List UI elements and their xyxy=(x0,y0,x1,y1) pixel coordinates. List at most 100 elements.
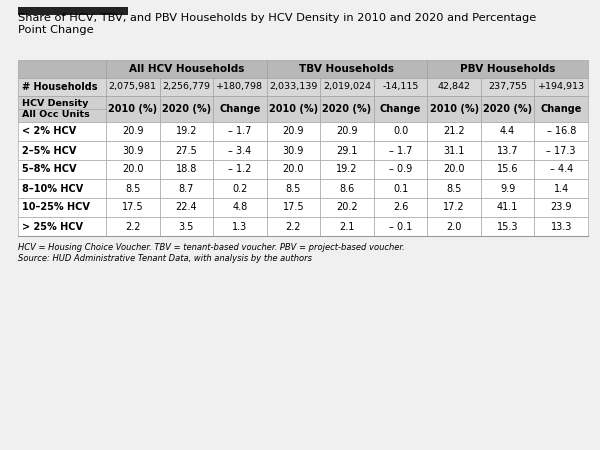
Text: 8.6: 8.6 xyxy=(340,184,355,194)
Bar xyxy=(481,179,535,198)
Text: 2020 (%): 2020 (%) xyxy=(162,104,211,114)
Bar xyxy=(160,96,213,122)
Bar xyxy=(374,122,427,141)
Bar xyxy=(535,160,588,179)
Text: 3.5: 3.5 xyxy=(179,221,194,231)
Bar xyxy=(320,141,374,160)
Bar xyxy=(427,160,481,179)
Text: 21.2: 21.2 xyxy=(443,126,465,136)
Text: 2010 (%): 2010 (%) xyxy=(108,104,157,114)
Text: > 25% HCV: > 25% HCV xyxy=(22,221,83,231)
Text: +180,798: +180,798 xyxy=(217,82,263,91)
Text: 18.8: 18.8 xyxy=(176,165,197,175)
Bar xyxy=(213,96,266,122)
Bar xyxy=(481,96,535,122)
Text: 42,842: 42,842 xyxy=(437,82,470,91)
Bar xyxy=(266,217,320,236)
Bar xyxy=(106,217,160,236)
Text: – 1.7: – 1.7 xyxy=(389,145,412,156)
Bar xyxy=(374,96,427,122)
Text: -14,115: -14,115 xyxy=(382,82,419,91)
Bar xyxy=(427,198,481,217)
Text: 2–5% HCV: 2–5% HCV xyxy=(22,145,76,156)
Text: 2,075,981: 2,075,981 xyxy=(109,82,157,91)
Text: 2.2: 2.2 xyxy=(286,221,301,231)
Bar xyxy=(18,179,106,198)
Bar xyxy=(160,217,213,236)
Text: – 0.9: – 0.9 xyxy=(389,165,412,175)
Text: 2010 (%): 2010 (%) xyxy=(430,104,479,114)
Text: 9.9: 9.9 xyxy=(500,184,515,194)
Text: 20.2: 20.2 xyxy=(336,202,358,212)
Text: 2.1: 2.1 xyxy=(340,221,355,231)
Bar xyxy=(266,78,320,96)
Bar xyxy=(427,78,481,96)
Bar xyxy=(535,217,588,236)
Bar xyxy=(427,217,481,236)
Bar xyxy=(427,179,481,198)
Bar xyxy=(18,78,106,96)
Text: 31.1: 31.1 xyxy=(443,145,465,156)
Text: 17.5: 17.5 xyxy=(122,202,143,212)
Text: 8.5: 8.5 xyxy=(286,184,301,194)
Text: Change: Change xyxy=(380,104,421,114)
Text: 15.6: 15.6 xyxy=(497,165,518,175)
Text: 15.3: 15.3 xyxy=(497,221,518,231)
Bar xyxy=(18,60,106,78)
Bar xyxy=(106,60,266,78)
Bar xyxy=(266,198,320,217)
Bar xyxy=(320,198,374,217)
Bar xyxy=(481,160,535,179)
Text: 1.3: 1.3 xyxy=(232,221,248,231)
Text: 2.6: 2.6 xyxy=(393,202,408,212)
Bar xyxy=(160,179,213,198)
Bar xyxy=(427,141,481,160)
Text: 2020 (%): 2020 (%) xyxy=(322,104,371,114)
Text: 2,019,024: 2,019,024 xyxy=(323,82,371,91)
Bar xyxy=(427,96,481,122)
Bar xyxy=(266,141,320,160)
Text: 1.4: 1.4 xyxy=(554,184,569,194)
Text: 10–25% HCV: 10–25% HCV xyxy=(22,202,90,212)
Bar xyxy=(374,179,427,198)
Text: 8.5: 8.5 xyxy=(446,184,462,194)
Text: 30.9: 30.9 xyxy=(122,145,143,156)
Bar xyxy=(481,217,535,236)
Bar xyxy=(320,217,374,236)
Text: 13.3: 13.3 xyxy=(551,221,572,231)
Bar xyxy=(213,217,266,236)
Text: 20.0: 20.0 xyxy=(122,165,143,175)
Text: 4.8: 4.8 xyxy=(232,202,248,212)
Bar xyxy=(481,141,535,160)
Bar xyxy=(18,7,128,15)
Text: Share of HCV, TBV, and PBV Households by HCV Density in 2010 and 2020 and Percen: Share of HCV, TBV, and PBV Households by… xyxy=(18,13,536,35)
Bar xyxy=(535,96,588,122)
Bar xyxy=(266,96,320,122)
Text: 4.4: 4.4 xyxy=(500,126,515,136)
Text: 2010 (%): 2010 (%) xyxy=(269,104,318,114)
Text: – 17.3: – 17.3 xyxy=(547,145,576,156)
Text: Source: HUD Administrative Tenant Data, with analysis by the authors: Source: HUD Administrative Tenant Data, … xyxy=(18,254,312,263)
Text: 20.0: 20.0 xyxy=(443,165,465,175)
Text: 0.1: 0.1 xyxy=(393,184,408,194)
Text: 19.2: 19.2 xyxy=(176,126,197,136)
Text: – 4.4: – 4.4 xyxy=(550,165,573,175)
Bar xyxy=(320,96,374,122)
Text: – 1.2: – 1.2 xyxy=(228,165,251,175)
Text: – 3.4: – 3.4 xyxy=(228,145,251,156)
Bar xyxy=(320,179,374,198)
Text: 2,033,139: 2,033,139 xyxy=(269,82,317,91)
Text: 8–10% HCV: 8–10% HCV xyxy=(22,184,83,194)
Text: – 16.8: – 16.8 xyxy=(547,126,576,136)
Text: 22.4: 22.4 xyxy=(176,202,197,212)
Text: – 1.7: – 1.7 xyxy=(228,126,251,136)
Text: Change: Change xyxy=(541,104,582,114)
Text: 20.0: 20.0 xyxy=(283,165,304,175)
Bar xyxy=(106,122,160,141)
Bar xyxy=(535,198,588,217)
Bar xyxy=(374,160,427,179)
Bar xyxy=(374,78,427,96)
Text: 2020 (%): 2020 (%) xyxy=(483,104,532,114)
Text: 30.9: 30.9 xyxy=(283,145,304,156)
Bar xyxy=(374,141,427,160)
